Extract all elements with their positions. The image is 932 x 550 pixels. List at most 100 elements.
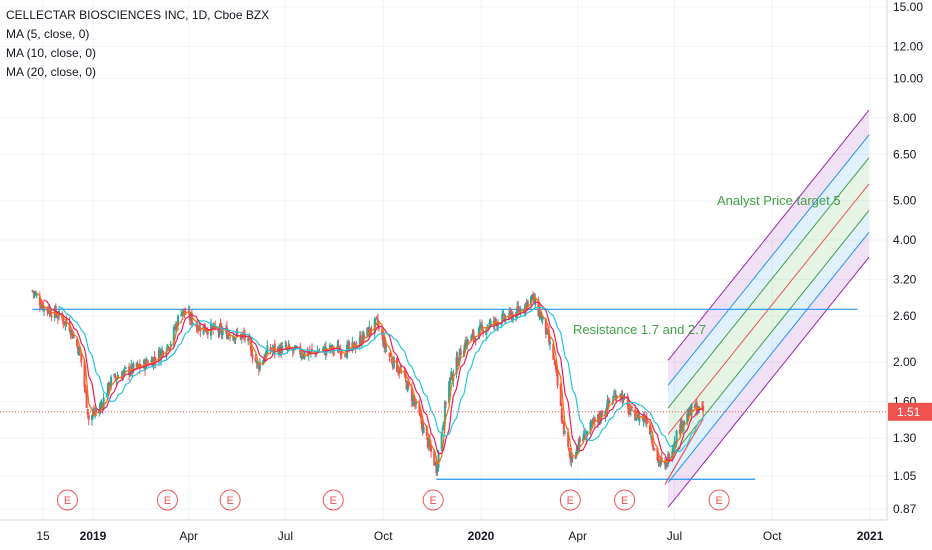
indicator-ma10[interactable]: MA (10, close, 0): [6, 46, 97, 60]
time-tick-label: 15: [36, 529, 50, 543]
channel-line[interactable]: [667, 157, 870, 409]
candle-body: [390, 358, 393, 363]
candle-body: [567, 431, 570, 447]
candle-body: [366, 327, 369, 336]
price-axis[interactable]: 15.00 12.00 10.00 8.00 6.50 5.00 4.00 3.20 2.60 2…: [893, 0, 923, 516]
earnings-marker[interactable]: [322, 489, 344, 511]
earnings-marker-label: E: [567, 495, 574, 507]
candle-body: [235, 331, 238, 335]
candle-body: [367, 327, 370, 336]
channel-line[interactable]: [667, 231, 870, 483]
candle-body: [529, 296, 532, 305]
candle-body: [638, 415, 641, 422]
time-tick-label: 2020: [468, 529, 495, 543]
uptrend-line[interactable]: [664, 418, 704, 485]
candle-body: [427, 439, 430, 447]
candle-body: [374, 318, 377, 320]
price-tick-label: 10.00: [893, 71, 923, 85]
time-axis[interactable]: 15 2019 Apr Jul Oct 2020 Apr Jul Oct 2021: [36, 529, 883, 543]
candle-body: [410, 387, 413, 402]
earnings-marker[interactable]: [219, 489, 241, 511]
candle-body: [442, 421, 445, 429]
candle-body: [478, 325, 481, 329]
candle-body: [161, 349, 164, 353]
candle-body: [99, 405, 102, 410]
candle-body: [70, 329, 73, 334]
candle-body: [144, 360, 147, 370]
symbol-title[interactable]: CELLECTAR BIOSCIENCES INC, 1D, Cboe BZX: [6, 8, 270, 22]
candle-body: [541, 316, 544, 320]
candle-body: [569, 452, 572, 460]
candle-body: [591, 419, 594, 424]
price-tick-label: 15.00: [893, 0, 923, 14]
candle-body: [158, 351, 161, 360]
candle-body: [630, 406, 633, 409]
candle-body: [79, 349, 82, 353]
candle-body: [560, 407, 563, 422]
candle-body: [389, 355, 392, 357]
earnings-marker-label: E: [715, 495, 722, 507]
candle-body: [174, 323, 177, 330]
horizontal-lines[interactable]: [32, 308, 858, 485]
indicator-ma5[interactable]: MA (5, close, 0): [6, 27, 90, 41]
candle-body: [671, 450, 674, 460]
candle-body: [172, 327, 175, 343]
candle-body: [627, 404, 630, 415]
candle-body: [69, 332, 72, 336]
candle-body: [653, 448, 656, 451]
candle-body: [306, 349, 309, 357]
earnings-marker[interactable]: [56, 489, 78, 511]
resistance-note: Resistance 1.7 and 2.7: [573, 322, 706, 337]
candle-body: [531, 294, 534, 299]
parallel-channel[interactable]: [667, 109, 870, 508]
earnings-marker[interactable]: [614, 489, 636, 511]
candle-body: [449, 377, 452, 384]
candle-body: [369, 328, 372, 332]
candle-body: [78, 347, 81, 356]
earnings-marker[interactable]: [708, 489, 730, 511]
candle-body: [43, 306, 46, 312]
candle-body: [272, 345, 275, 349]
candle-body: [106, 383, 109, 396]
candle-body: [308, 350, 311, 354]
candle-body: [167, 346, 170, 350]
candle-body: [242, 332, 245, 337]
candle-body: [628, 412, 631, 414]
candle-body: [504, 316, 507, 322]
candle-body: [284, 345, 287, 347]
candle-body: [419, 413, 422, 417]
earnings-marker[interactable]: [559, 489, 581, 511]
indicator-ma20[interactable]: MA (20, close, 0): [6, 65, 97, 79]
candle-body: [47, 308, 50, 313]
candle-body: [72, 336, 75, 338]
candle-body: [396, 358, 399, 372]
candle-body: [344, 355, 347, 357]
candle-body: [64, 321, 67, 325]
earnings-marker[interactable]: [422, 489, 444, 511]
candle-body: [265, 350, 268, 357]
channel-line[interactable]: [667, 256, 870, 508]
candle-body: [221, 331, 224, 335]
candle-body: [382, 336, 385, 346]
channel-line[interactable]: [667, 109, 870, 361]
earnings-marker[interactable]: [156, 489, 178, 511]
candle-body: [578, 437, 581, 443]
candle-body: [247, 337, 250, 342]
candle-body: [470, 335, 473, 342]
candle-body: [173, 328, 176, 330]
candle-body: [546, 328, 549, 333]
candle-body: [143, 360, 146, 369]
channel-line[interactable]: [667, 134, 870, 386]
candle-body: [465, 340, 468, 347]
candle-body: [94, 412, 97, 414]
candle-body: [693, 405, 696, 409]
candle-body: [450, 371, 453, 380]
candle-body: [642, 415, 645, 422]
candle-body: [511, 314, 514, 322]
candle-body: [110, 376, 113, 388]
candle-body: [489, 320, 492, 325]
candle-body: [391, 363, 394, 368]
price-tick-label: 2.60: [893, 309, 917, 323]
